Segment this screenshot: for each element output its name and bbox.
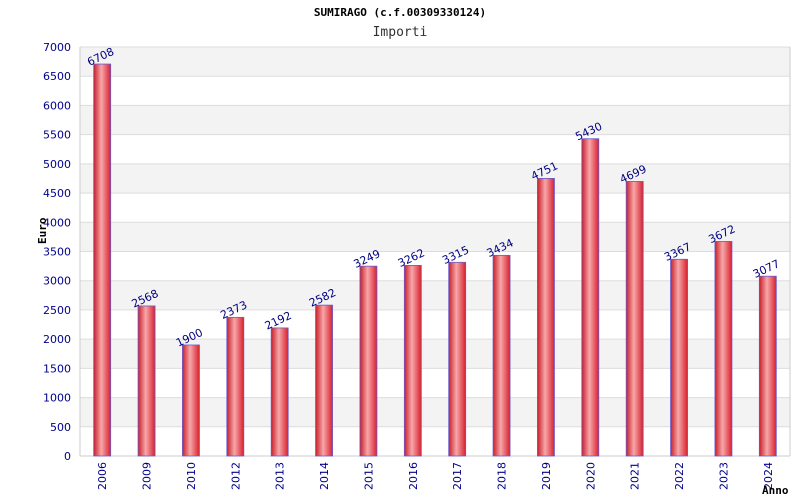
x-tick-label: 2020 <box>584 462 597 490</box>
bar <box>492 254 511 457</box>
bar <box>758 275 777 457</box>
x-tick-label: 2024 <box>762 462 775 490</box>
bar <box>226 316 245 457</box>
x-tick-label: 2014 <box>318 462 331 490</box>
grid-band <box>80 222 790 252</box>
bar <box>93 63 112 457</box>
y-tick-label: 6500 <box>43 70 71 83</box>
x-tick-label: 2016 <box>407 462 420 490</box>
y-axis-label: Euro <box>36 217 49 245</box>
bar <box>448 261 467 457</box>
y-tick-label: 0 <box>64 450 71 463</box>
grid-band <box>80 163 790 194</box>
x-tick-label: 2012 <box>229 462 242 490</box>
bar <box>537 178 555 457</box>
bar <box>714 241 733 457</box>
x-axis-label: Anno <box>762 484 789 497</box>
y-tick-label: 3500 <box>43 246 71 259</box>
y-tick-label: 2500 <box>43 304 71 317</box>
y-tick-label: 6000 <box>43 99 71 112</box>
y-tick-label: 500 <box>50 421 71 434</box>
x-tick-label: 2009 <box>141 462 154 490</box>
chart-subtitle: Importi <box>372 25 428 40</box>
y-tick-label: 4500 <box>43 187 71 200</box>
y-tick-label: 1500 <box>43 362 71 375</box>
bar <box>270 327 289 457</box>
bar <box>182 344 200 457</box>
y-tick-label: 7000 <box>43 41 71 54</box>
chart-title: SUMIRAGO (c.f.00309330124) <box>313 6 487 19</box>
bar <box>625 181 644 457</box>
y-tick-label: 4000 <box>43 216 71 229</box>
x-tick-label: 2019 <box>540 462 553 490</box>
bar <box>137 305 156 457</box>
y-tick-label: 2000 <box>43 333 71 346</box>
x-tick-label: 2006 <box>96 462 109 490</box>
grid-band <box>80 105 790 135</box>
y-tick-label: 5000 <box>43 158 71 171</box>
x-tick-label: 2015 <box>362 462 375 490</box>
x-tick-label: 2017 <box>451 462 464 490</box>
x-tick-label: 2010 <box>185 462 198 490</box>
x-tick-label: 2021 <box>629 462 642 490</box>
y-tick-label: 3000 <box>43 275 71 288</box>
x-tick-label: 2022 <box>673 462 686 490</box>
x-tick-label: 2018 <box>496 462 509 490</box>
bar <box>670 258 688 457</box>
bar <box>359 265 378 457</box>
bar <box>581 138 600 457</box>
x-tick-label: 2023 <box>717 462 730 490</box>
bar <box>403 265 422 457</box>
y-tick-label: 5500 <box>43 129 71 142</box>
x-tick-label: 2013 <box>274 462 287 490</box>
y-tick-label: 1000 <box>43 392 71 405</box>
grid-band <box>80 47 790 77</box>
bar <box>315 304 333 457</box>
